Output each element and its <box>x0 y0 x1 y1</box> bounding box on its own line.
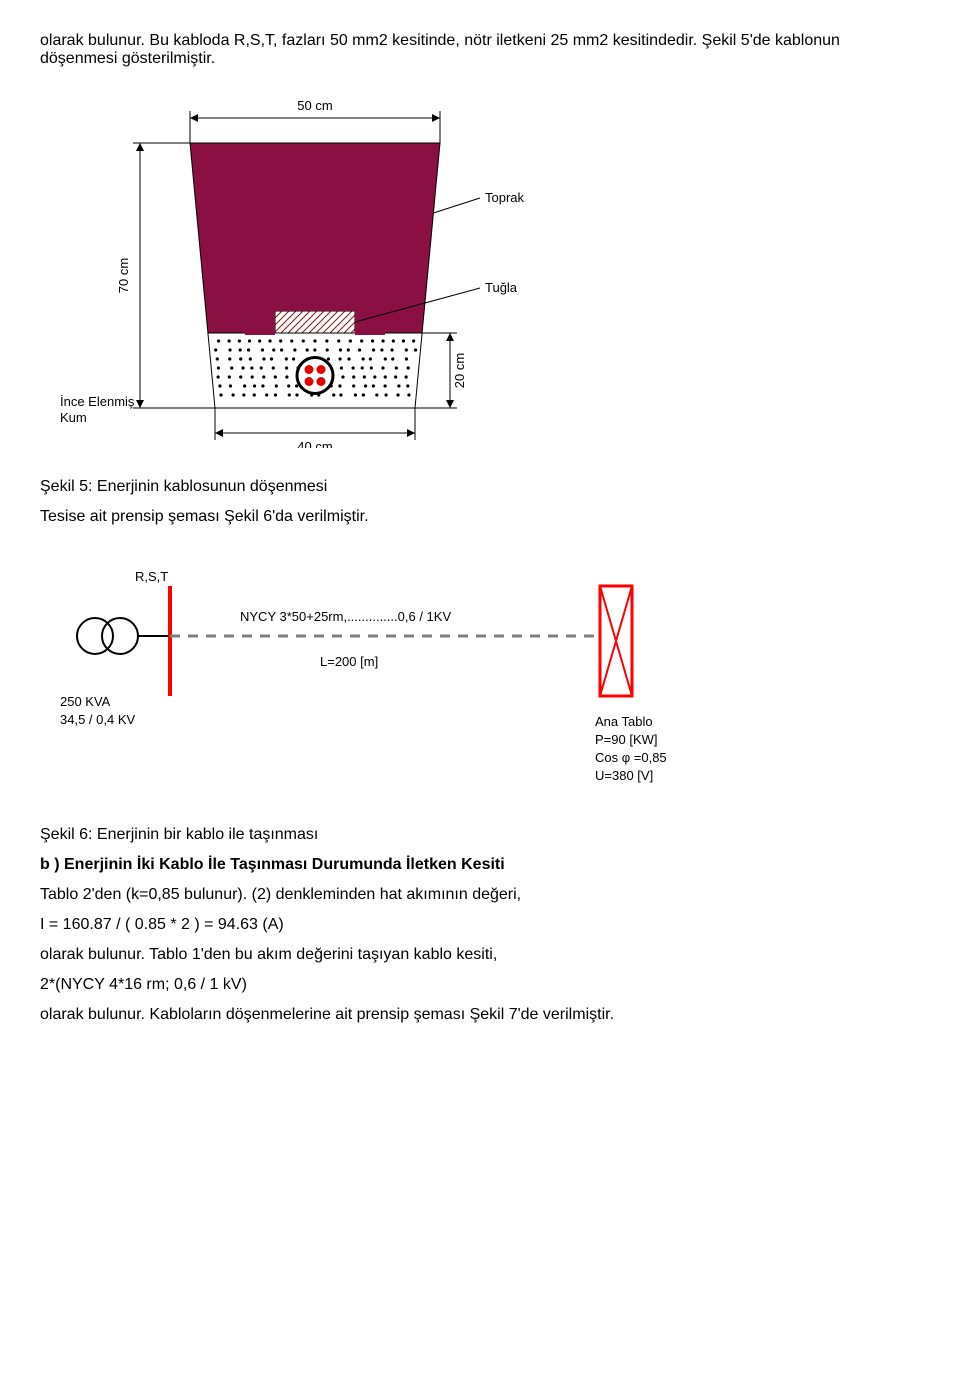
svg-text:L=200 [m]: L=200 [m] <box>320 654 378 669</box>
caption-sekil6: Şekil 6: Enerjinin bir kablo ile taşınma… <box>40 826 920 844</box>
svg-text:Kum: Kum <box>60 410 87 425</box>
svg-text:20 cm: 20 cm <box>452 353 467 388</box>
svg-text:P=90 [KW]: P=90 [KW] <box>595 732 658 747</box>
svg-text:İnce Elenmiş: İnce Elenmiş <box>60 394 135 409</box>
svg-text:40 cm: 40 cm <box>297 439 332 448</box>
figure-5: 50 cm 70 cm 20 cm 40 cm Toprak Tuğla İnce Elen… <box>40 88 920 448</box>
figure6-svg: R,S,T 250 KVA 34,5 / 0,4 KV NYCY 3*50+25rm,… <box>40 546 740 796</box>
paragraph-intro: olarak bulunur. Bu kabloda R,S,T, fazlar… <box>40 32 920 68</box>
heading-b: b ) Enerjinin İki Kablo İle Taşınması Du… <box>40 856 920 874</box>
svg-text:Ana Tablo: Ana Tablo <box>595 714 653 729</box>
svg-text:Cos φ =0,85: Cos φ =0,85 <box>595 750 667 765</box>
svg-text:R,S,T: R,S,T <box>135 569 168 584</box>
figure-6: R,S,T 250 KVA 34,5 / 0,4 KV NYCY 3*50+25rm,… <box>40 546 920 796</box>
svg-text:50 cm: 50 cm <box>297 98 332 113</box>
svg-text:U=380 [V]: U=380 [V] <box>595 768 653 783</box>
svg-text:Tuğla: Tuğla <box>485 280 518 295</box>
svg-text:34,5 / 0,4 KV: 34,5 / 0,4 KV <box>60 712 135 727</box>
caption-sekil5: Şekil 5: Enerjinin kablosunun döşenmesi <box>40 478 920 496</box>
paragraph-4: olarak bulunur. Tablo 1'den bu akım değe… <box>40 946 920 964</box>
paragraph-3: Tablo 2'den (k=0,85 bulunur). (2) denkle… <box>40 886 920 904</box>
svg-text:250 KVA: 250 KVA <box>60 694 111 709</box>
equation-1: I = 160.87 / ( 0.85 * 2 ) = 94.63 (A) <box>40 916 920 934</box>
svg-text:Toprak: Toprak <box>485 190 525 205</box>
paragraph-5: olarak bulunur. Kabloların döşenmelerine… <box>40 1006 920 1024</box>
paragraph-2: Tesise ait prensip şeması Şekil 6'da ver… <box>40 508 920 526</box>
svg-text:NYCY 3*50+25rm,..............0: NYCY 3*50+25rm,..............0,6 / 1KV <box>240 609 451 624</box>
equation-2: 2*(NYCY 4*16 rm; 0,6 / 1 kV) <box>40 976 920 994</box>
figure5-svg: 50 cm 70 cm 20 cm 40 cm Toprak Tuğla İnce Elen… <box>40 88 560 448</box>
svg-text:70 cm: 70 cm <box>116 258 131 293</box>
